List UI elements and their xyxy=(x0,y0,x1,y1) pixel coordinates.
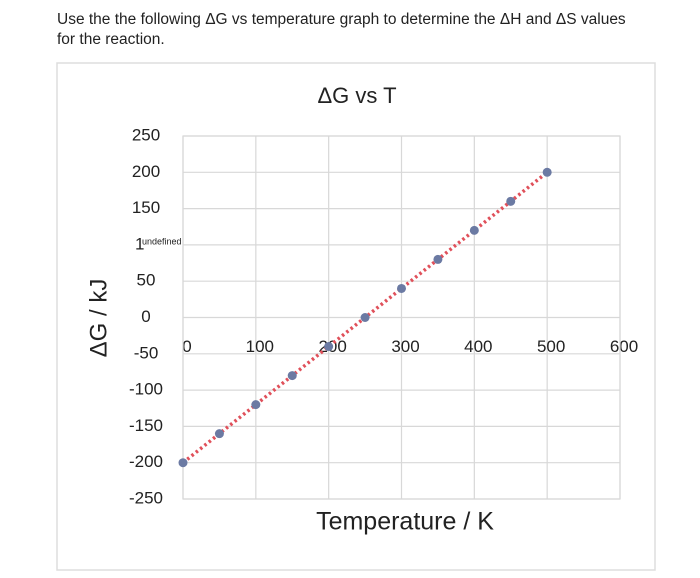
x-tick-label: 300 xyxy=(391,337,419,356)
data-point xyxy=(542,167,552,177)
x-axis-label: Temperature / K xyxy=(316,508,494,536)
data-point xyxy=(251,400,261,410)
chart-title: ΔG vs T xyxy=(317,83,396,108)
x-tick-label: 0 xyxy=(182,337,191,356)
y-axis-label: ΔG / kJ xyxy=(85,279,112,358)
y-tick-label: -200 xyxy=(129,452,163,471)
question-line: Use the the following ΔG vs temperature … xyxy=(57,11,626,28)
data-point xyxy=(506,196,516,206)
data-point xyxy=(469,225,479,235)
data-point xyxy=(214,429,224,439)
data-point xyxy=(324,342,334,352)
x-tick-label: 500 xyxy=(537,337,565,356)
y-tick-label: 150 xyxy=(132,198,160,217)
annotation: undefined xyxy=(142,236,182,246)
question: Use the the following ΔG vs temperature … xyxy=(57,10,677,50)
data-point xyxy=(433,254,443,264)
y-tick-label: 0 xyxy=(141,307,150,326)
y-tick-label: 1 xyxy=(135,234,144,253)
question-line: for the reaction. xyxy=(57,31,165,48)
data-point xyxy=(287,371,297,381)
data-point xyxy=(360,313,370,322)
y-tick-label: -100 xyxy=(129,380,163,399)
x-tick-label: 100 xyxy=(246,337,274,356)
y-tick-label: 250 xyxy=(132,125,160,144)
y-tick-label: 50 xyxy=(137,271,156,290)
x-tick-label: 600 xyxy=(610,337,638,356)
plot-frame xyxy=(182,135,621,500)
y-tick-label: -150 xyxy=(129,416,163,435)
data-point xyxy=(178,458,188,468)
data-point xyxy=(397,283,406,293)
x-tick-label: 400 xyxy=(464,337,492,356)
y-tick-label: 200 xyxy=(132,162,160,181)
chart-frame xyxy=(56,62,656,571)
y-tick-label: -50 xyxy=(134,343,159,362)
y-tick-label: -250 xyxy=(129,488,163,507)
